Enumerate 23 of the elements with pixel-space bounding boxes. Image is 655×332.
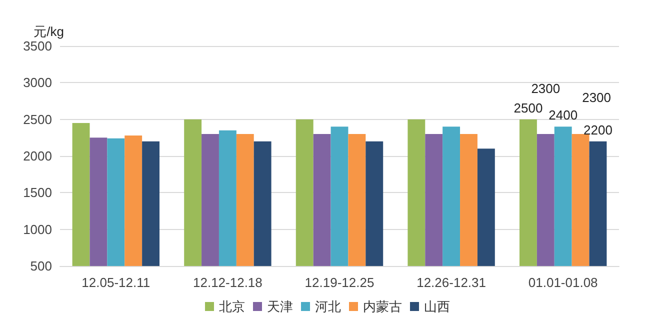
x-tick-label: 12.26-12.31 bbox=[416, 275, 486, 290]
y-tick-label: 500 bbox=[30, 258, 52, 274]
legend-label: 北京 bbox=[219, 299, 245, 314]
legend-label: 山西 bbox=[424, 299, 450, 314]
x-tick-label: 01.01-01.08 bbox=[528, 275, 598, 290]
x-tick-label: 12.12-12.18 bbox=[192, 275, 262, 290]
y-tick-label: 2500 bbox=[23, 112, 52, 127]
y-tick-label: 3000 bbox=[23, 75, 52, 90]
data-label: 2300 bbox=[582, 90, 611, 105]
data-label: 2500 bbox=[514, 100, 543, 116]
y-axis-title: 元/kg bbox=[34, 24, 64, 39]
data-label: 2200 bbox=[584, 122, 612, 138]
legend-label: 天津 bbox=[267, 299, 293, 314]
data-label: 2300 bbox=[531, 81, 560, 96]
legend-label: 河北 bbox=[315, 299, 341, 314]
x-tick-label: 12.05-12.11 bbox=[82, 275, 150, 290]
data-label: 2400 bbox=[548, 108, 578, 123]
y-tick-label: 1000 bbox=[23, 222, 52, 237]
y-tick-label: 3500 bbox=[23, 38, 52, 54]
legend-label: 内蒙古 bbox=[363, 299, 402, 314]
y-tick-label: 1500 bbox=[23, 185, 52, 200]
x-tick-label: 12.19-12.25 bbox=[304, 275, 374, 290]
y-tick-label: 2000 bbox=[23, 148, 52, 164]
